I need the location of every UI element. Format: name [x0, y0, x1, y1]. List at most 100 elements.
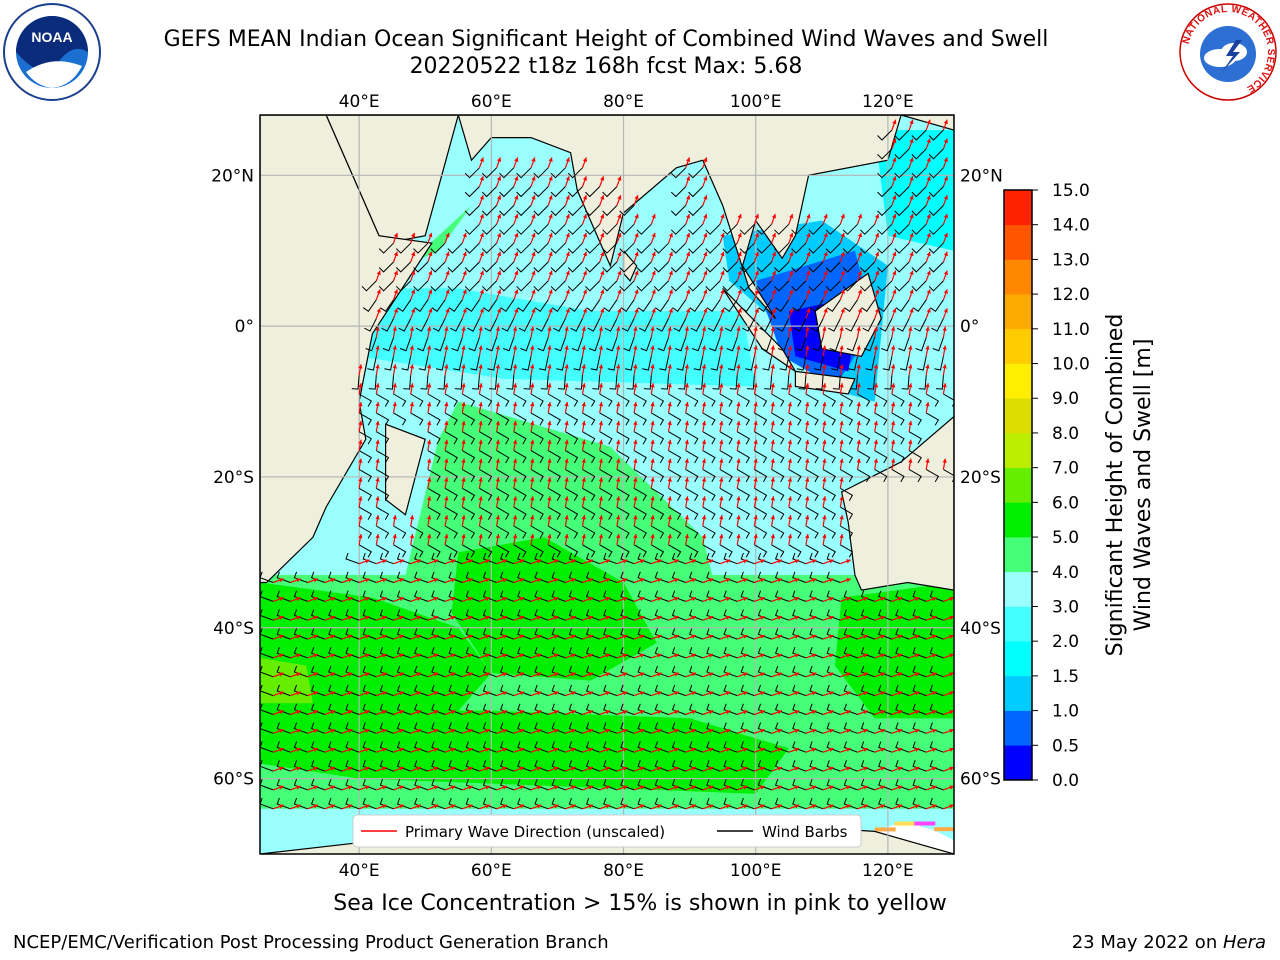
wind-barb: [832, 375, 841, 390]
wind-barb: [517, 760, 532, 772]
wave-arrow-head: [564, 364, 569, 369]
wind-barb: [621, 318, 635, 332]
wave-arrow-head: [468, 766, 473, 771]
wave-arrow-head: [581, 515, 586, 520]
wind-barb: [565, 450, 579, 464]
wave-arrow-head: [943, 308, 948, 313]
wind-barb: [479, 393, 493, 407]
wave-arrow-head: [382, 578, 387, 583]
wind-barb: [362, 779, 377, 791]
wave-arrow-head: [444, 364, 449, 369]
wind-barb: [513, 393, 527, 407]
wave-arrow-head: [496, 157, 502, 162]
wind-barb: [689, 760, 703, 772]
wind-barb: [376, 431, 390, 445]
wave-arrow-head: [616, 364, 621, 369]
wave-arrow-head: [875, 232, 880, 238]
wind-barb: [616, 450, 630, 464]
wave-arrow-head: [564, 458, 569, 463]
wind-barb: [863, 337, 876, 352]
wave-arrow-head: [495, 477, 500, 482]
wind-barb: [771, 468, 785, 483]
wind-barbs: [260, 129, 954, 810]
wave-arrow-head: [519, 728, 525, 733]
wind-barb: [462, 506, 476, 520]
wind-barb: [568, 703, 583, 715]
wind-barb: [654, 590, 669, 602]
wind-barb: [616, 431, 630, 445]
wave-arrow-head: [674, 672, 679, 677]
wave-arrow-head: [892, 138, 897, 144]
wind-barb: [481, 205, 497, 217]
wind-barb: [499, 223, 515, 235]
wave-arrow-head: [857, 214, 862, 219]
wave-arrow-head: [485, 672, 490, 677]
wave-arrow-head: [794, 785, 800, 790]
wind-barb: [534, 647, 549, 659]
wind-barb: [568, 552, 583, 565]
wave-arrow-head: [708, 634, 714, 639]
wave-arrow-head: [531, 157, 536, 162]
wave-arrow-head: [485, 596, 490, 602]
wave-arrow-head: [949, 747, 954, 752]
wind-barb: [774, 779, 789, 791]
wind-barb: [929, 741, 944, 753]
wave-arrow-head: [926, 138, 931, 144]
wave-arrow-head: [605, 710, 611, 715]
wind-barb: [688, 223, 704, 235]
wind-barb: [651, 450, 665, 464]
wind-barb: [603, 741, 618, 753]
wave-arrow-head: [519, 766, 525, 771]
wind-barb: [362, 552, 377, 565]
wind-barb: [857, 412, 871, 426]
wind-barb: [930, 299, 944, 312]
wave-arrow-head: [777, 634, 782, 639]
wind-barb: [551, 797, 566, 810]
wind-barb: [358, 468, 372, 483]
wind-barb: [602, 242, 618, 254]
colorbar-tick-label: 5.0: [1052, 528, 1079, 548]
wind-barb: [328, 571, 343, 583]
wind-barb: [670, 205, 687, 217]
wave-arrow-head: [892, 308, 897, 313]
wave-arrow-head: [651, 251, 656, 257]
wave-arrow-head: [754, 214, 759, 219]
wave-arrow-head: [794, 559, 800, 564]
wave-arrow-head: [605, 596, 611, 602]
wave-arrow-head: [382, 691, 387, 696]
wind-barb: [639, 318, 652, 332]
wind-barb: [912, 299, 927, 312]
wave-arrow-head: [502, 672, 507, 677]
colorbar-tick-label: 10.0: [1052, 355, 1090, 375]
wave-arrow-head: [914, 672, 920, 677]
wave-arrow-head: [479, 270, 484, 276]
wind-barb: [740, 665, 755, 678]
wave-arrow-head: [725, 710, 731, 715]
wave-arrow-head: [554, 728, 559, 733]
wave-arrow-head: [805, 458, 810, 463]
wind-barb: [499, 205, 515, 217]
wave-arrow-head: [760, 634, 765, 639]
wind-barb: [912, 590, 927, 602]
wave-arrow-head: [622, 747, 628, 752]
wind-barb: [860, 779, 875, 791]
wind-barb: [358, 412, 372, 426]
wave-arrow-head: [554, 785, 559, 790]
wind-barb: [414, 779, 429, 791]
wind-barb: [448, 741, 463, 753]
wind-barb: [808, 242, 824, 254]
wind-barb: [487, 356, 498, 371]
wind-barb: [362, 703, 377, 715]
lon-tick-label-top: 100°E: [730, 92, 782, 112]
wave-arrow-head: [548, 289, 553, 294]
wave-arrow-head: [805, 515, 810, 520]
wind-barb: [599, 544, 613, 558]
wave-arrow-head: [519, 634, 525, 639]
wave-arrow-head: [382, 615, 387, 620]
wind-barb: [500, 609, 514, 621]
wave-arrow-head: [942, 326, 947, 331]
wind-barb: [462, 487, 476, 501]
wind-barb: [396, 552, 411, 565]
wind-barb: [840, 450, 854, 464]
wave-arrow-head: [634, 232, 639, 238]
